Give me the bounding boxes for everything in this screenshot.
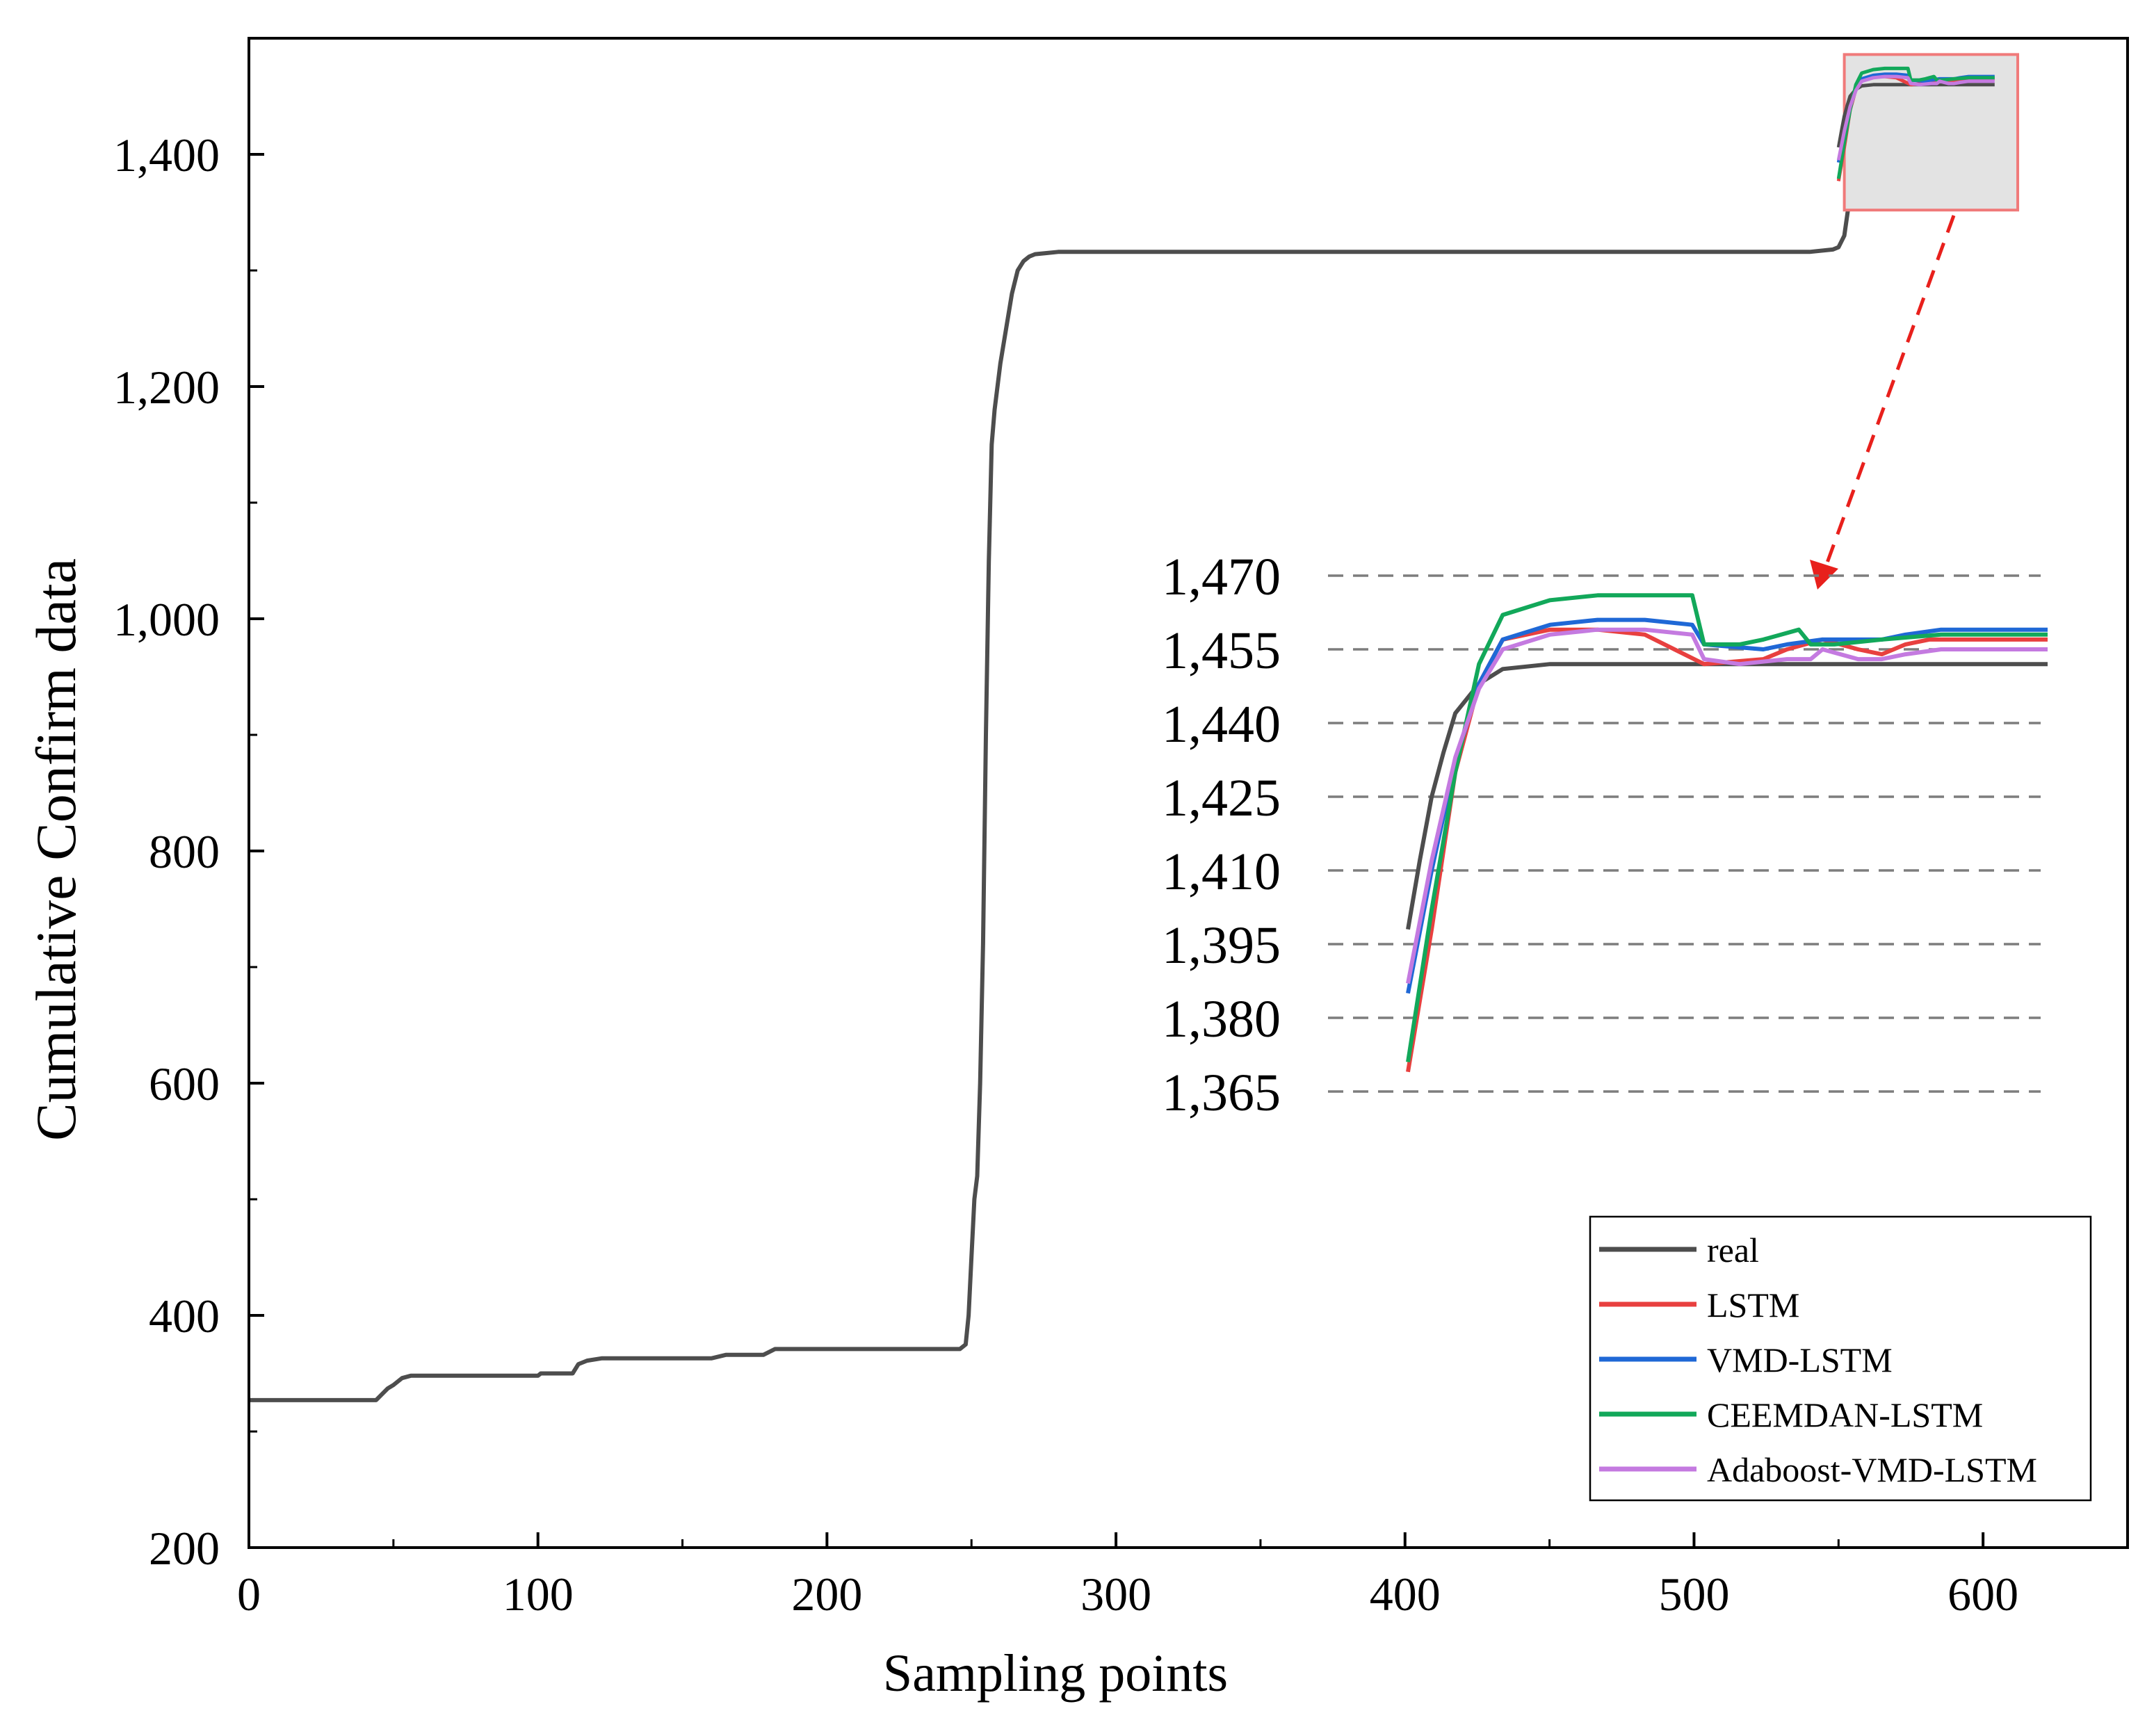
zoom-line-real: [1836, 83, 1995, 148]
y-tick-label: 1,000: [113, 593, 220, 646]
inset-y-tick-label: 1,395: [1162, 916, 1281, 975]
x-tick-label: 200: [791, 1568, 862, 1621]
inset-y-tick-label: 1,365: [1162, 1064, 1281, 1122]
zoom-line-Adaboost-VMD-LSTM: [1836, 74, 1995, 161]
inset-y-tick-label: 1,425: [1162, 769, 1281, 827]
x-tick-label: 100: [503, 1568, 574, 1621]
legend-items: real LSTM VMD-LSTM CEEMDAN-LSTM Adaboost-VMD…: [1599, 1231, 2037, 1489]
zoom-arrow: [1810, 215, 1956, 590]
x-tick-label: 300: [1080, 1568, 1151, 1621]
inset-line-real: [1406, 662, 2048, 930]
zoom-arrow-head: [1810, 560, 1838, 590]
series-line-real: [249, 87, 2012, 1402]
x-ticks: 0 100 200 300 400 500 600: [237, 1532, 2129, 1621]
x-tick-label: 500: [1658, 1568, 1729, 1621]
y-axis-label: Cumulative Confirm data: [24, 558, 88, 1141]
y-tick-label: 1,200: [113, 361, 220, 414]
legend-label: VMD-LSTM: [1707, 1340, 1893, 1379]
inset-line-Adaboost-VMD-LSTM: [1406, 627, 2048, 984]
legend: real LSTM VMD-LSTM CEEMDAN-LSTM Adaboost-VMD…: [1589, 1215, 2092, 1502]
inset-y-ticks: 1,470 1,455 1,440 1,425 1,410 1,395 1,380 1,365: [1162, 548, 1281, 1122]
zoom-arrow-line: [1824, 215, 1956, 565]
y-tick-label: 600: [149, 1057, 220, 1110]
x-tick-label: 600: [1947, 1568, 2018, 1621]
y-ticks: 200 400 600 800 1,000 1,200 1,400: [113, 37, 264, 1575]
inset-line-VMD-LSTM: [1406, 617, 2048, 994]
inset-gridlines: [1328, 574, 2041, 1093]
main-lines: [249, 87, 2012, 1402]
x-axis-label: Sampling points: [883, 1644, 1228, 1703]
inset-y-tick-label: 1,380: [1162, 990, 1281, 1048]
y-tick-label: 800: [149, 825, 220, 878]
inset-line-LSTM: [1406, 627, 2048, 1073]
inset-lines: [1406, 593, 2048, 1073]
x-tick-label: 400: [1370, 1568, 1441, 1621]
legend-label: Adaboost-VMD-LSTM: [1707, 1450, 2037, 1489]
zoom-lines: [1836, 66, 1995, 181]
y-tick-label: 1,400: [113, 129, 220, 181]
x-tick-label: 0: [237, 1568, 261, 1621]
inset-y-tick-label: 1,455: [1162, 622, 1281, 680]
y-tick-label: 400: [149, 1290, 220, 1342]
main-plot: 0 100 200 300 400 500 600 200 400 600 800 1,000 1,2…: [24, 37, 2129, 1703]
inset-plot: 1,470 1,455 1,440 1,425 1,410 1,395 1,380 1,365: [1162, 548, 2048, 1122]
legend-label: CEEMDAN-LSTM: [1707, 1395, 1983, 1434]
legend-label: LSTM: [1707, 1285, 1799, 1324]
plot-frame: [248, 37, 2129, 1549]
inset-y-tick-label: 1,410: [1162, 843, 1281, 901]
inset-y-tick-label: 1,470: [1162, 548, 1281, 606]
inset-y-tick-label: 1,440: [1162, 695, 1281, 754]
y-tick-label: 200: [149, 1522, 220, 1575]
inset-line-CEEMDAN-LSTM: [1406, 593, 2048, 1063]
legend-label: real: [1707, 1231, 1759, 1269]
